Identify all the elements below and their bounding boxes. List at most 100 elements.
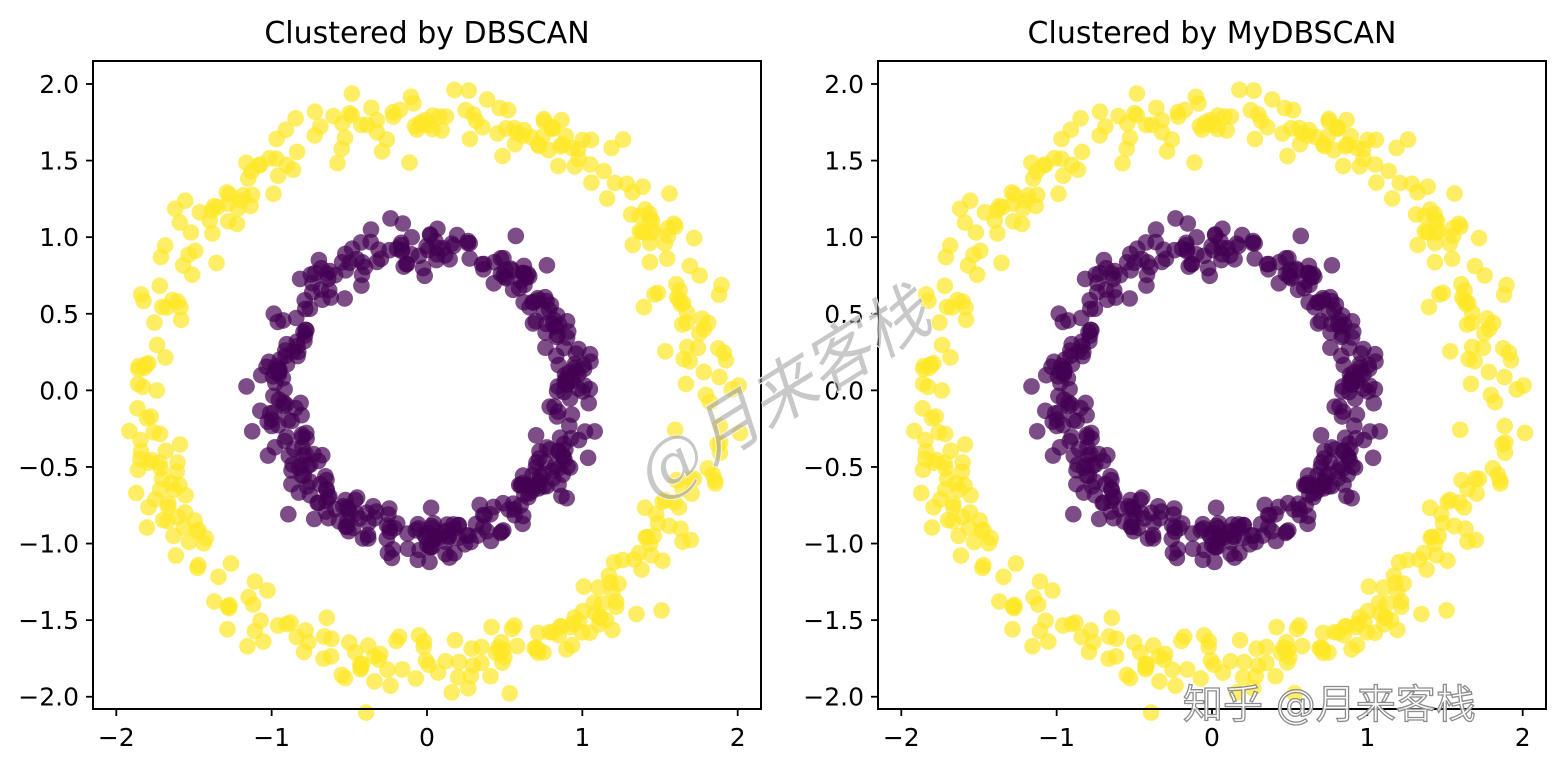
scatter-point-cluster-1	[401, 154, 418, 171]
scatter-point-cluster-1	[190, 521, 207, 539]
scatter-point-cluster-0	[238, 378, 255, 395]
scatter-point-cluster-1	[1431, 286, 1448, 303]
scatter-point-cluster-0	[1184, 525, 1201, 542]
scatter-point-cluster-1	[333, 140, 351, 158]
scatter-point-cluster-1	[1138, 655, 1156, 673]
scatter-point-cluster-1	[731, 424, 749, 442]
scatter-point-cluster-0	[353, 277, 370, 294]
scatter-point-cluster-0	[1256, 496, 1273, 514]
scatter-point-cluster-0	[422, 499, 440, 517]
scatter-point-cluster-1	[234, 187, 252, 204]
scatter-point-cluster-1	[1163, 131, 1181, 148]
scatter-point-cluster-0	[318, 492, 335, 510]
scatter-point-cluster-0	[570, 431, 588, 449]
scatter-point-cluster-1	[1484, 460, 1502, 477]
scatter-point-cluster-1	[1118, 115, 1136, 132]
scatter-point-cluster-0	[1129, 519, 1147, 537]
scatter-point-cluster-1	[1495, 340, 1512, 357]
scatter-point-cluster-0	[1102, 468, 1119, 485]
scatter-point-cluster-1	[368, 112, 386, 129]
scatter-point-cluster-1	[711, 368, 728, 386]
scatter-point-cluster-0	[582, 353, 599, 370]
scatter-point-cluster-1	[171, 214, 189, 231]
scatter-point-cluster-0	[1329, 316, 1347, 333]
x-axis-dbscan: −2 −1 0 1 2	[98, 709, 746, 752]
scatter-point-cluster-0	[1280, 522, 1297, 539]
scatter-point-cluster-0	[1246, 250, 1263, 267]
scatter-point-cluster-0	[298, 424, 315, 442]
scatter-point-cluster-0	[1068, 475, 1085, 493]
scatter-point-cluster-1	[190, 556, 207, 574]
scatter-point-cluster-1	[284, 161, 302, 178]
scatter-point-cluster-1	[1100, 650, 1117, 667]
scatter-point-cluster-1	[499, 101, 517, 119]
scatter-point-cluster-1	[210, 568, 227, 586]
scatter-point-cluster-0	[1367, 353, 1384, 370]
scatter-point-cluster-1	[968, 266, 986, 284]
scatter-point-cluster-1	[1486, 393, 1504, 411]
scatter-point-cluster-1	[1476, 267, 1493, 284]
x-axis-mydbscan: −2 −1 0 1 2	[883, 709, 1531, 752]
scatter-point-cluster-1	[1153, 112, 1171, 129]
scatter-point-cluster-0	[1128, 240, 1146, 257]
scatter-point-cluster-1	[1383, 190, 1401, 207]
scatter-point-cluster-1	[661, 185, 678, 202]
scatter-point-cluster-1	[449, 669, 467, 686]
scatter-point-cluster-0	[293, 456, 311, 474]
scatter-point-cluster-1	[689, 339, 707, 357]
scatter-point-cluster-1	[1508, 381, 1525, 398]
scatter-point-cluster-1	[1013, 215, 1031, 233]
scatter-point-cluster-1	[282, 614, 299, 631]
scatter-point-cluster-0	[515, 293, 532, 311]
scatter-point-cluster-1	[914, 375, 932, 393]
scatter-point-cluster-1	[1053, 150, 1070, 167]
scatter-point-cluster-1	[1228, 684, 1246, 701]
scatter-point-cluster-1	[1142, 704, 1160, 721]
scatter-point-cluster-1	[1231, 81, 1248, 99]
scatter-point-cluster-1	[956, 436, 974, 453]
scatter-point-cluster-1	[388, 632, 405, 650]
scatter-point-cluster-1	[209, 198, 226, 216]
scatter-point-cluster-0	[263, 417, 281, 435]
scatter-point-cluster-1	[1368, 174, 1385, 191]
scatter-point-cluster-1	[933, 336, 951, 354]
scatter-point-cluster-1	[618, 175, 636, 193]
scatter-point-cluster-0	[1079, 438, 1096, 456]
scatter-point-cluster-1	[666, 421, 684, 439]
scatter-point-cluster-1	[941, 237, 959, 254]
scatter-point-cluster-0	[1207, 499, 1225, 517]
scatter-point-cluster-0	[305, 510, 323, 528]
scatter-point-cluster-1	[995, 568, 1012, 586]
scatter-point-cluster-1	[954, 508, 971, 526]
scatter-point-cluster-1	[128, 484, 145, 502]
scatter-point-cluster-0	[1205, 524, 1222, 542]
scatter-point-cluster-1	[1259, 119, 1276, 136]
y-tick-label: −0.5	[18, 453, 79, 482]
x-tick-label: 2	[730, 723, 746, 752]
scatter-point-cluster-0	[1213, 251, 1230, 269]
scatter-point-cluster-1	[1145, 637, 1162, 654]
scatter-point-cluster-1	[535, 110, 553, 128]
y-axis-mydbscan: 2.0 1.5 1.0 0.5 0.0 −0.5 −1.0 −1.5 −2.0	[803, 70, 878, 712]
scatter-point-cluster-0	[1090, 510, 1108, 528]
scatter-point-cluster-1	[1496, 368, 1513, 386]
y-tick-label: −2.0	[18, 683, 79, 712]
scatter-point-cluster-1	[1426, 253, 1444, 271]
scatter-point-cluster-1	[1247, 667, 1265, 685]
scatter-point-cluster-1	[1187, 88, 1205, 106]
scatter-point-cluster-1	[1418, 223, 1436, 241]
scatter-point-cluster-1	[508, 637, 526, 655]
scatter-point-cluster-1	[1390, 554, 1408, 571]
scatter-point-cluster-0	[1260, 261, 1277, 278]
y-tick-label: 1.5	[824, 147, 864, 176]
scatter-point-cluster-1	[541, 623, 558, 641]
scatter-point-cluster-1	[671, 282, 688, 299]
scatter-point-cluster-1	[1462, 375, 1480, 393]
scatter-point-cluster-0	[1320, 478, 1337, 495]
scatter-point-cluster-0	[548, 408, 566, 425]
scatter-point-cluster-0	[527, 312, 544, 330]
scatter-point-cluster-0	[538, 257, 556, 274]
scatter-point-cluster-1	[494, 147, 511, 165]
scatter-point-cluster-0	[510, 476, 528, 494]
